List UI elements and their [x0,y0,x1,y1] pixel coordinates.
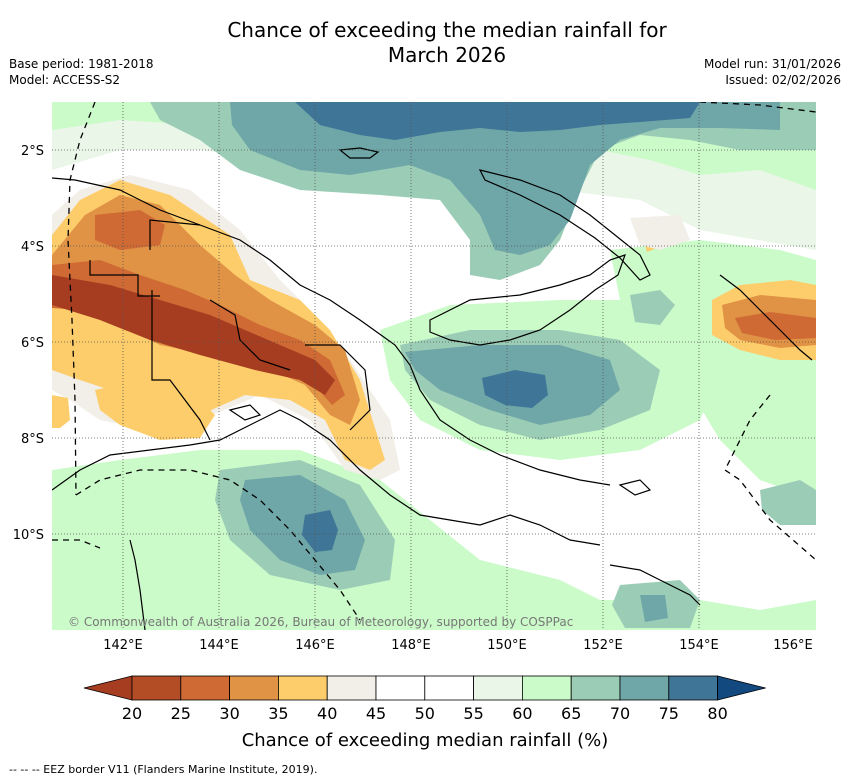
model-text: Model: ACCESS-S2 [9,73,121,87]
colorbar-tick-55: 55 [463,704,483,723]
shade-75-southwest [240,475,365,575]
shade-75-south-small [640,595,668,622]
colorbar-bin-35-40 [277,675,328,701]
new-guinea-north-coast [52,177,611,486]
shade-40-45-upper-left [95,210,165,250]
colorbar-tick-40: 40 [317,704,337,723]
copyright-text: © Commonwealth of Australia 2026, Bureau… [68,615,573,629]
colorbar-tick-65: 65 [561,704,581,723]
new-britain [429,254,626,346]
left-meta: Base period: 1981-2018 Model: ACCESS-S2 [9,56,154,88]
shade-70-east-small [630,290,675,325]
eez-border-east [724,394,816,561]
lon-label-150: 150°E [487,638,527,653]
lon-label-144: 144°E [199,638,239,653]
colorbar-bin-20-25 [131,675,182,701]
new-guinea-south-coast [52,409,601,546]
manus-island [338,147,380,159]
shade-80-southwest [302,510,338,552]
map-title: Chance of exceeding the median rainfall … [150,18,744,68]
colorbar-tick-35: 35 [268,704,288,723]
map-title-line2: March 2026 [387,43,507,67]
lat-label-8: 8°S [21,432,44,447]
eez-footnote: -- -- -- EEZ border V11 (Flanders Marine… [9,763,318,776]
shade-35-40-lower-left [95,380,215,440]
lon-label-154: 154°E [679,638,719,653]
model-run-text: Model run: 31/01/2026 [703,57,841,71]
coastlines [52,147,813,630]
lat-label-4: 4°S [21,240,44,255]
shade-40-45-small-top [630,215,690,250]
colorbar-bin-30-35 [229,675,279,701]
colorbar-label: Chance of exceeding median rainfall (%) [241,730,609,751]
base-period-text: Base period: 1981-2018 [9,57,154,71]
shade-35-40-left-edge [52,395,70,428]
eez-border-south [75,469,361,621]
issued-text: Issued: 02/02/2026 [725,73,841,87]
colorbar-tick-25: 25 [171,704,191,723]
colorbar-bin-75-80 [668,675,718,701]
latitude-labels: 2°S 4°S 6°S 8°S 10°S [13,144,44,543]
eez-borders [52,102,816,621]
bougainville [719,274,813,361]
right-meta: Model run: 31/01/2026 Issued: 02/02/2026 [704,56,841,88]
colorbar-bin-25-30 [180,675,231,701]
colorbar-tick-30: 30 [219,704,239,723]
colorbar-tick-50: 50 [415,704,435,723]
shade-20-25-dry-band [52,275,335,395]
shade-80-central [482,370,548,408]
colorbar-bin-40-45 [326,675,377,701]
lat-label-2: 2°S [21,144,44,159]
eez-border-northwest [67,102,96,496]
colorbar-bin-45-50 [375,675,426,701]
shade-80-north [295,102,700,140]
colorbar-bin-60-65 [522,675,572,701]
lon-label-142: 142°E [103,638,143,653]
longitude-labels: 142°E 144°E 146°E 148°E 150°E 152°E 154°… [103,638,813,653]
lat-label-10: 10°S [13,528,44,543]
colorbar-tick-75: 75 [659,704,679,723]
lon-label-148: 148°E [391,638,431,653]
colorbar-tick-60: 60 [512,704,532,723]
eez-border-north [699,102,816,113]
lat-label-6: 6°S [21,336,44,351]
rainfall-map-area: © Commonwealth of Australia 2026, Bureau… [52,102,816,630]
shade-70-east-southeast [760,480,816,525]
louisiade-islands [609,564,701,606]
fly-river-islands [228,404,262,421]
map-title-line1: Chance of exceeding the median rainfall … [227,18,667,42]
lon-label-156: 156°E [773,638,813,653]
colorbar-extend-high [717,675,766,701]
colorbar-bin-70-75 [619,675,670,701]
colorbar-bin-65-70 [570,675,621,701]
colorbar-extend-low [83,675,133,701]
colorbar-bin-55-60 [473,675,523,701]
graticule [52,102,816,630]
cape-york [129,539,146,630]
colorbar: 20 25 30 35 40 45 50 55 60 65 70 75 80 [83,675,766,723]
lon-label-146: 146°E [295,638,335,653]
colorbar-tick-45: 45 [366,704,386,723]
shade-75-80-north [230,102,780,255]
border-line [151,290,211,441]
colorbar-tick-80: 80 [707,704,727,723]
trobriand-islands [618,479,652,496]
colorbar-bin-50-55 [424,675,474,701]
new-ireland [478,169,651,281]
lon-label-152: 152°E [583,638,623,653]
province-lines [89,219,371,431]
eez-border-southwest [52,539,101,549]
colorbar-tick-20: 20 [122,704,142,723]
colorbar-tick-70: 70 [610,704,630,723]
